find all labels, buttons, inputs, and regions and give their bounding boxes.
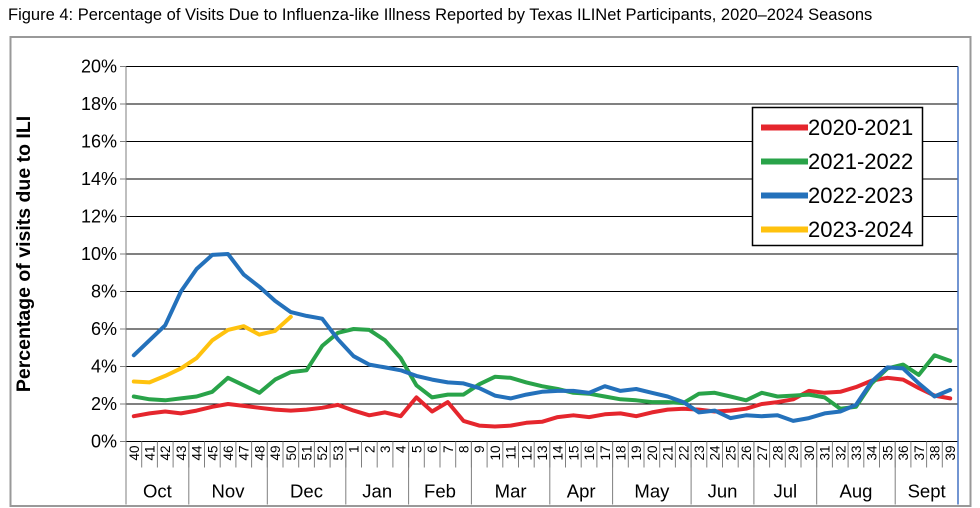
- week-label: 29: [786, 446, 801, 461]
- week-label: 48: [252, 446, 267, 461]
- y-tick-label: 2%: [91, 394, 117, 414]
- week-label: 35: [880, 446, 895, 461]
- week-label: 47: [237, 446, 252, 461]
- week-label: 1: [347, 446, 362, 454]
- week-label: 2: [362, 446, 377, 454]
- figure-border: [9, 36, 972, 507]
- week-label: 22: [676, 446, 691, 461]
- y-tick-label: 16%: [81, 132, 117, 152]
- week-label: 21: [661, 446, 676, 461]
- y-tick-label: 6%: [91, 319, 117, 339]
- week-label: 46: [221, 446, 236, 461]
- legend-label: 2023-2024: [808, 217, 913, 242]
- week-label: 3: [378, 446, 393, 454]
- week-label: 53: [331, 446, 346, 461]
- month-label: Feb: [424, 481, 456, 502]
- week-label: 18: [614, 446, 629, 461]
- week-label: 44: [190, 445, 205, 461]
- figure-title: Figure 4: Percentage of Visits Due to In…: [8, 6, 873, 24]
- month-labels: Oct Nov Dec Jan Feb Mar Apr May Jun Jul Aug Sept: [143, 481, 946, 502]
- y-tick-label: 12%: [81, 207, 117, 227]
- month-label: Oct: [143, 481, 172, 502]
- week-label: 27: [755, 446, 770, 461]
- week-label: 4: [394, 445, 409, 453]
- week-label: 31: [818, 446, 833, 461]
- week-label: 23: [692, 446, 707, 461]
- week-label: 11: [504, 446, 519, 460]
- series-line-2022-2023: [131, 252, 953, 423]
- week-label: 26: [739, 446, 754, 461]
- month-label: Apr: [567, 481, 596, 502]
- week-label: 40: [127, 446, 142, 461]
- week-label: 39: [943, 446, 958, 461]
- legend-label: 2021-2022: [808, 149, 913, 174]
- week-label: 52: [315, 446, 330, 461]
- week-label: 10: [488, 446, 503, 461]
- week-label: 36: [896, 446, 911, 461]
- legend-label: 2022-2023: [808, 183, 913, 208]
- month-label: Mar: [495, 481, 527, 502]
- week-label: 30: [802, 446, 817, 461]
- y-axis-labels: 0% 2% 4% 6% 8% 10% 12% 14% 16% 18% 20%: [81, 57, 117, 452]
- week-label: 28: [771, 446, 786, 461]
- week-label: 13: [535, 446, 550, 461]
- month-label: Jul: [773, 481, 797, 502]
- month-label: Jun: [708, 481, 738, 502]
- month-label: Aug: [840, 481, 873, 502]
- week-label: 6: [425, 446, 440, 454]
- series-line-2020-2021: [131, 375, 953, 429]
- week-label: 49: [268, 446, 283, 461]
- y-axis-title: Percentage of visits due to ILI: [13, 116, 35, 392]
- week-label: 17: [598, 446, 613, 461]
- week-label: 37: [912, 446, 927, 461]
- y-tick-label: 10%: [81, 244, 117, 264]
- series-lines: [131, 252, 953, 429]
- week-label: 51: [300, 446, 315, 461]
- week-label: 25: [723, 446, 738, 461]
- series-line-2021-2022: [131, 327, 953, 411]
- legend-item: 2023-2024: [761, 217, 913, 242]
- week-label: 33: [849, 446, 864, 461]
- week-label: 45: [205, 446, 220, 461]
- y-tick-label: 0%: [91, 432, 117, 452]
- week-label: 24: [708, 445, 723, 461]
- legend: 2020-2021 2021-2022 2022-2023 2023-2024: [751, 106, 924, 247]
- legend-item: 2022-2023: [761, 183, 913, 208]
- y-tick-label: 18%: [81, 94, 117, 114]
- legend-item: 2021-2022: [761, 149, 913, 174]
- week-label: 15: [566, 446, 581, 461]
- week-labels: 40 41 42 43 44 45 46 47 48 49 50 51 52 53 1 2 3 4 5 6 7 8 9 10 1…: [127, 445, 958, 461]
- week-label: 50: [284, 446, 299, 461]
- month-label: May: [634, 481, 670, 502]
- y-tick-label: 14%: [81, 169, 117, 189]
- legend-label: 2020-2021: [808, 115, 913, 140]
- week-label: 16: [582, 446, 597, 461]
- week-label: 5: [409, 446, 424, 454]
- week-label: 9: [472, 446, 487, 454]
- y-tick-label: 20%: [81, 57, 117, 77]
- week-label: 38: [928, 446, 943, 461]
- month-label: Dec: [290, 481, 323, 502]
- week-label: 8: [457, 446, 472, 454]
- y-tick-label: 8%: [91, 282, 117, 302]
- week-label: 19: [629, 446, 644, 461]
- month-label: Sept: [908, 481, 946, 502]
- week-label: 14: [551, 445, 566, 461]
- week-label: 42: [158, 446, 173, 461]
- week-label: 34: [865, 445, 880, 461]
- week-label: 7: [441, 446, 456, 454]
- month-label: Jan: [362, 481, 392, 502]
- series-line-2023-2024: [131, 314, 293, 385]
- y-tick-label: 4%: [91, 357, 117, 377]
- week-label: 43: [174, 446, 189, 461]
- week-label: 32: [833, 446, 848, 461]
- month-label: Nov: [212, 481, 246, 502]
- legend-item: 2020-2021: [761, 115, 913, 140]
- week-label: 12: [519, 446, 534, 461]
- week-label: 41: [143, 446, 158, 461]
- week-label: 20: [645, 446, 660, 461]
